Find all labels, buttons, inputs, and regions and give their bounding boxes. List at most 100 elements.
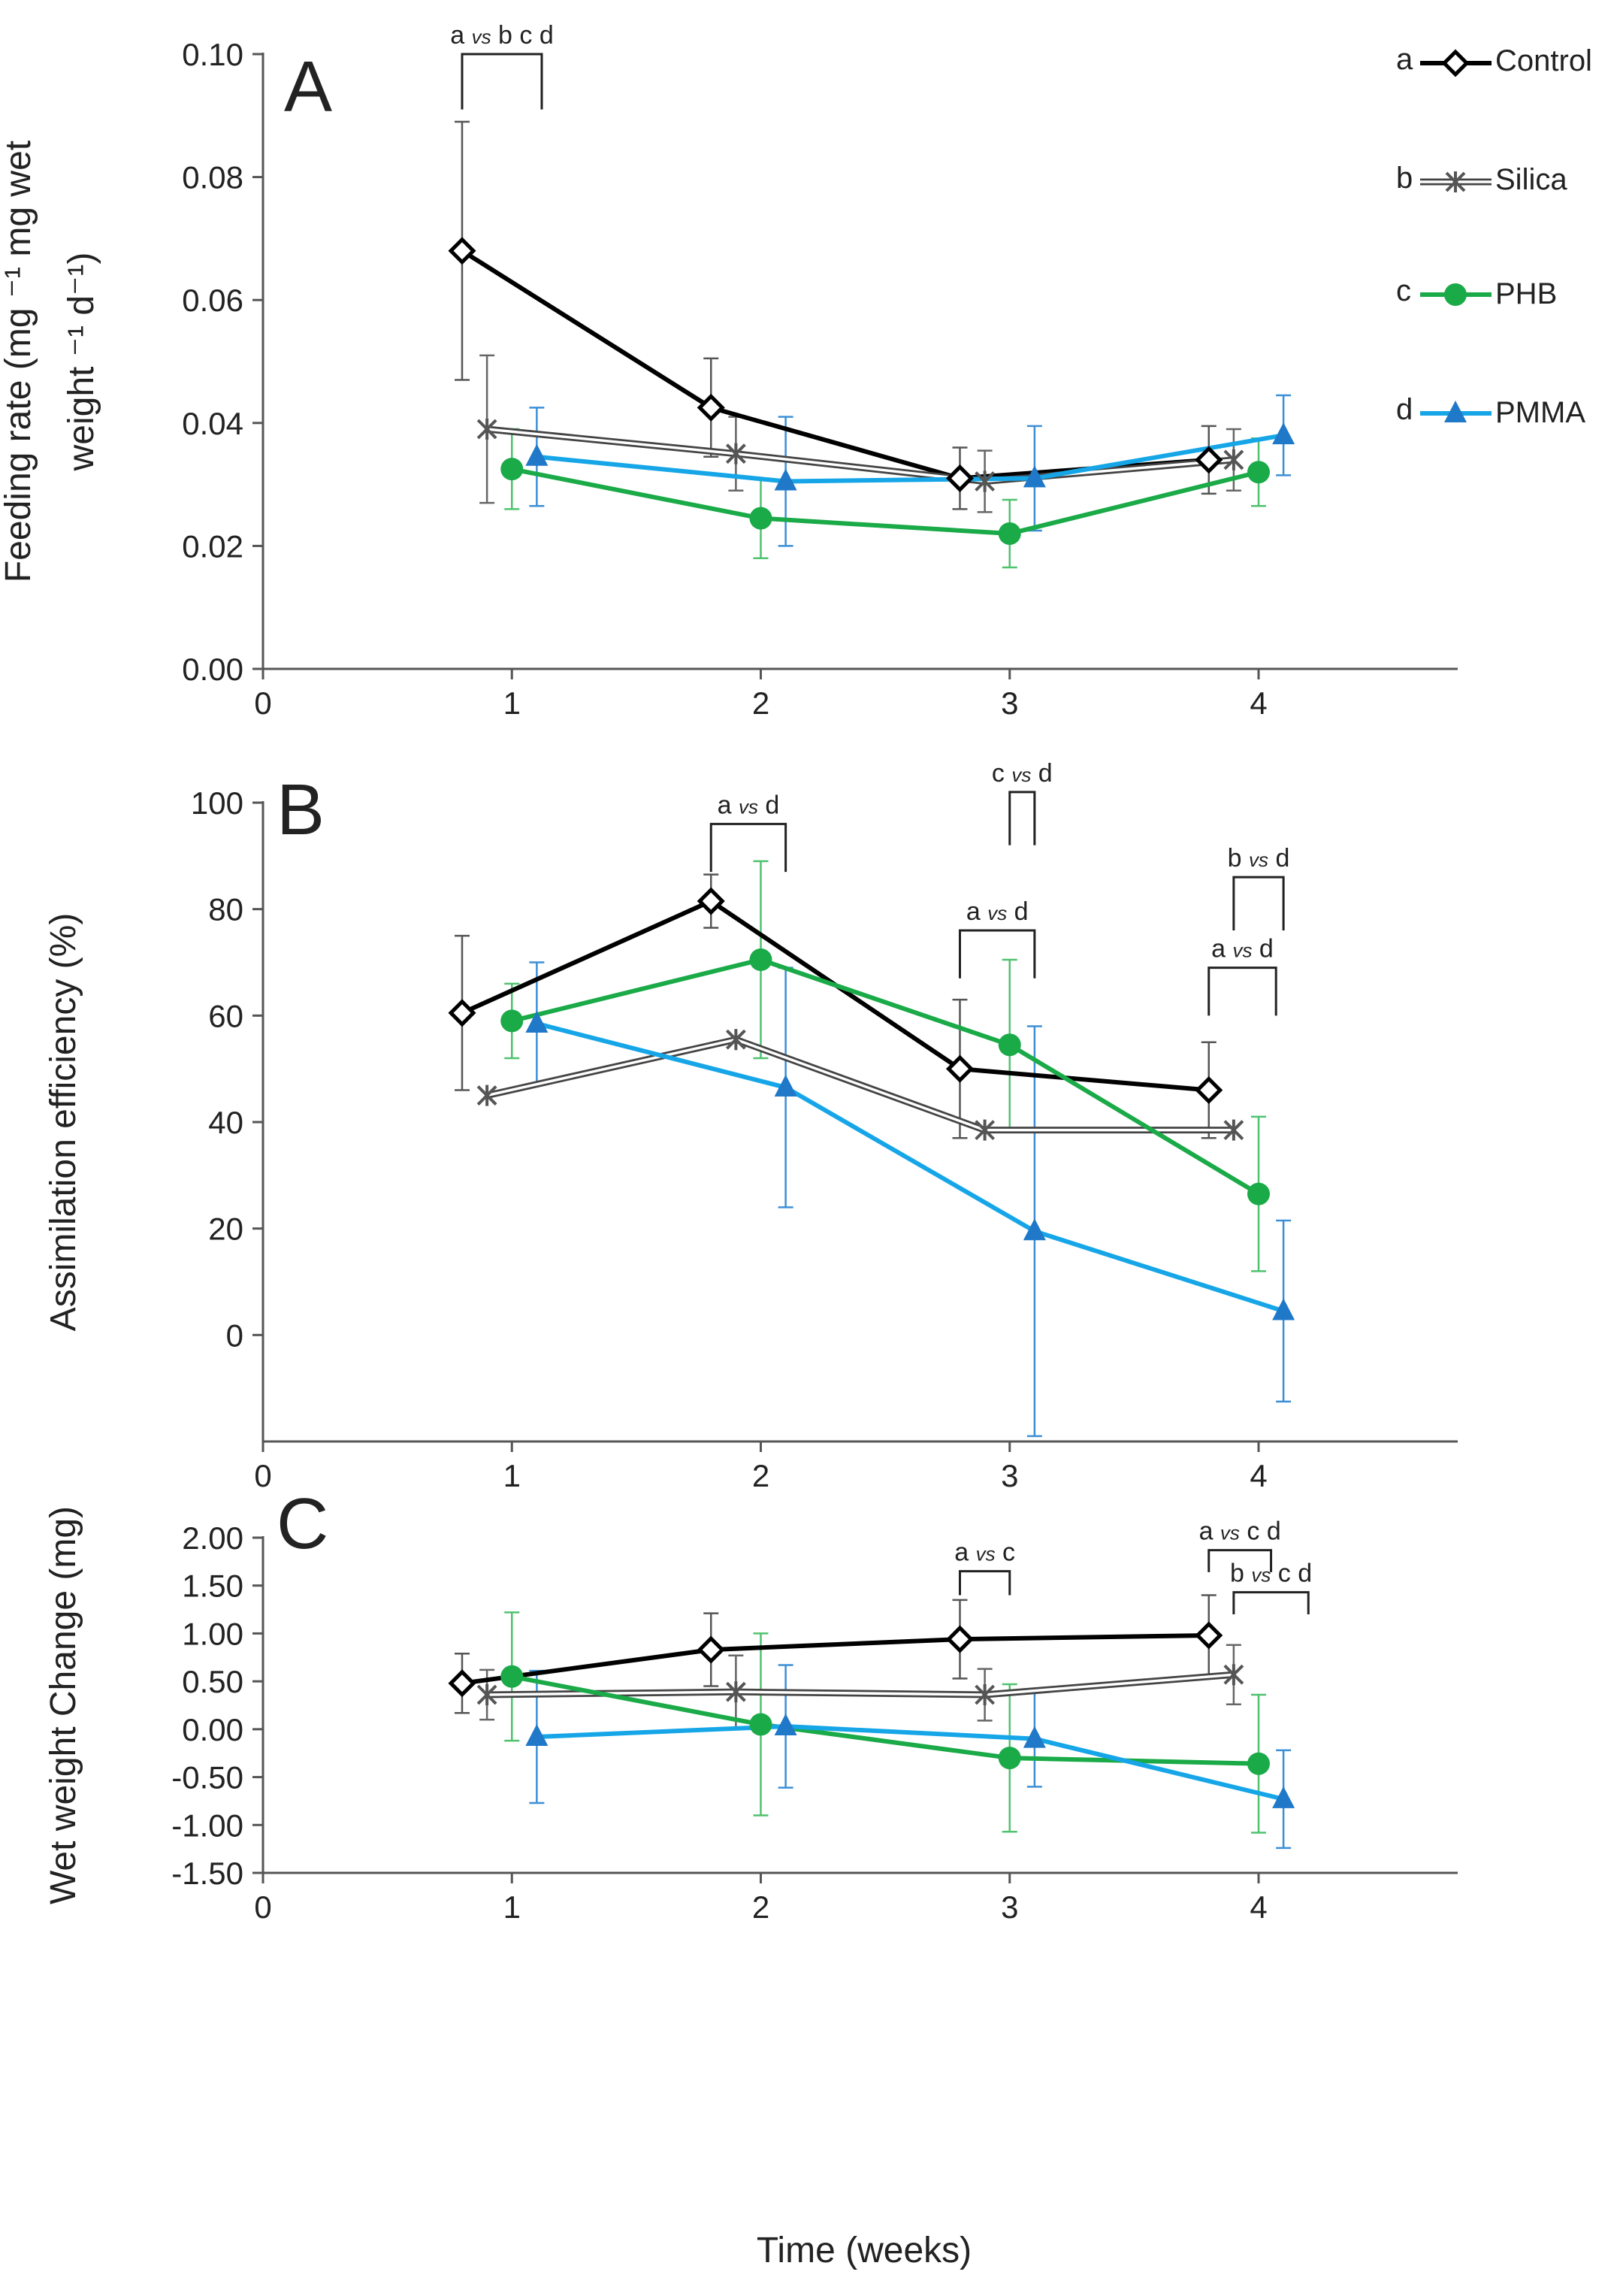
significance-vs: vs [1249,849,1268,871]
significance-group-b: d [1007,897,1028,926]
series-line-phb [511,957,1260,1196]
series-line-control [461,899,1210,1093]
legend-letter-d: d [1396,393,1413,426]
legend-letter-c: c [1396,274,1411,307]
legend-label-silica: Silica [1495,163,1567,196]
data-point-control [697,393,725,422]
series-line-pmma [536,433,1284,484]
legend-label-pmma: PMMA [1495,396,1585,429]
data-point-pmma [525,1010,549,1033]
data-point-silica [725,1681,746,1703]
data-point-pmma [774,1074,797,1097]
panel-a-x-tick-label: 0 [254,685,271,721]
data-point-silica [975,1119,996,1141]
data-point-control [697,887,725,915]
significance-label: a vs d [1211,935,1274,963]
significance-group-b: b c d [491,21,554,50]
data-point-pmma [1272,1786,1295,1808]
legend-label-phb: PHB [1495,277,1557,310]
panel-c-x-tick-label: 0 [254,1889,271,1925]
data-point-phb [1247,461,1270,484]
panel-a-y-tick-label: 0.06 [182,283,243,318]
panel-b-x-tick-label: 0 [254,1458,271,1493]
data-point-control [945,464,975,492]
significance-vs: vs [472,26,491,48]
significance-label: a vs d [966,897,1029,926]
significance-group-a: a [718,791,739,819]
significance-group-a: a [954,1538,975,1567]
panel-a-y-axis-title: weight ⁻¹ d⁻¹) [62,253,101,472]
significance-label: a vs c [954,1538,1015,1567]
data-point-control [1195,1075,1223,1105]
series-line-control [461,249,1209,481]
data-point-control [448,999,476,1027]
panel-b-x-tick-label: 3 [1001,1458,1018,1493]
panel-a-y-tick-label: 0.00 [182,652,243,687]
data-point-phb [749,948,772,971]
data-point-phb [500,1009,524,1033]
legend-marker-phb [1444,283,1467,306]
legend-letter-b: b [1396,162,1413,195]
significance-bracket [959,929,1036,979]
data-point-control [697,1635,725,1664]
significance-group-b: d [758,791,779,819]
significance-group-a: c [992,759,1011,788]
panel-c-y-tick-label: -0.50 [171,1760,243,1795]
series-line-silica [486,425,1235,486]
significance-label: c vs d [992,759,1053,788]
data-point-pmma [1023,465,1046,488]
significance-group-a: a [1199,1517,1220,1546]
data-point-phb [749,507,772,530]
panel-c-chart: C -1.50 -1.00 -0.50 0.00 0.50 1.00 1.50 2.00 0 1 2… [44,1484,1458,1925]
panel-b-chart: B 0 20 40 60 80 100 0 1 2 3 4 Assimilation efficien… [44,759,1458,1493]
significance-bracket [1207,1549,1273,1572]
panel-a-x-tick-label: 3 [1001,685,1018,721]
significance-vs: vs [987,902,1007,924]
significance-vs: vs [1011,764,1031,786]
panel-a-y-tick-label: 0.04 [182,406,243,441]
panel-a-chart: A 0.00 0.02 0.04 0.06 0.08 0.10 0 1 2 3 4 Feeding r… [0,21,1458,721]
data-point-silica [1223,1119,1244,1141]
significance-label: a vs d [718,791,780,819]
significance-group-a: a [450,21,471,50]
panel-c-y-tick-label: 0.00 [182,1712,243,1747]
data-point-silica [1223,1664,1244,1686]
data-point-pmma [774,468,797,491]
data-point-phb [998,1033,1021,1057]
panel-b-y-tick-label: 100 [191,785,243,821]
series-line-silica-inner [486,428,1235,483]
panel-b-y-tick-label: 40 [208,1105,243,1140]
panel-a-x-tick-label: 1 [503,685,521,721]
significance-group-b: c d [1240,1517,1281,1546]
panel-c-y-tick-label: -1.50 [171,1856,243,1891]
significance-vs: vs [1220,1522,1240,1544]
panel-a-letter: A [284,47,332,127]
significance-group-a: a [1211,935,1232,963]
significance-group-a: b [1228,844,1249,873]
panel-b-y-tick-label: 0 [226,1317,243,1353]
data-point-silica [1223,449,1244,470]
series-line-silica-inner [487,1673,1235,1696]
significance-bracket [959,1570,1011,1596]
series-line-pmma [536,1021,1285,1314]
panel-a-x-tick-label: 2 [752,685,769,721]
data-point-pmma [1272,1298,1295,1320]
significance-group-b: c [996,1538,1015,1567]
panel-a-x-tick-label: 4 [1250,685,1267,721]
data-point-phb [1247,1752,1270,1775]
panel-b-y-tick-label: 20 [208,1212,243,1247]
panel-c-y-tick-label: 2.00 [182,1520,243,1556]
data-point-pmma [525,443,549,466]
data-point-silica [725,443,746,464]
data-point-silica [476,418,497,440]
data-point-phb [1247,1182,1270,1205]
significance-bracket [1207,966,1277,1016]
panel-c-y-axis-title: Wet weight Change (mg) [44,1506,83,1904]
data-point-silica [476,1084,497,1106]
significance-vs: vs [976,1543,996,1565]
panel-c-x-tick-label: 1 [503,1889,521,1925]
significance-group-a: b [1230,1559,1251,1588]
data-point-control [448,1669,476,1698]
data-point-control [448,237,476,265]
significance-label: b vs d [1228,844,1290,873]
